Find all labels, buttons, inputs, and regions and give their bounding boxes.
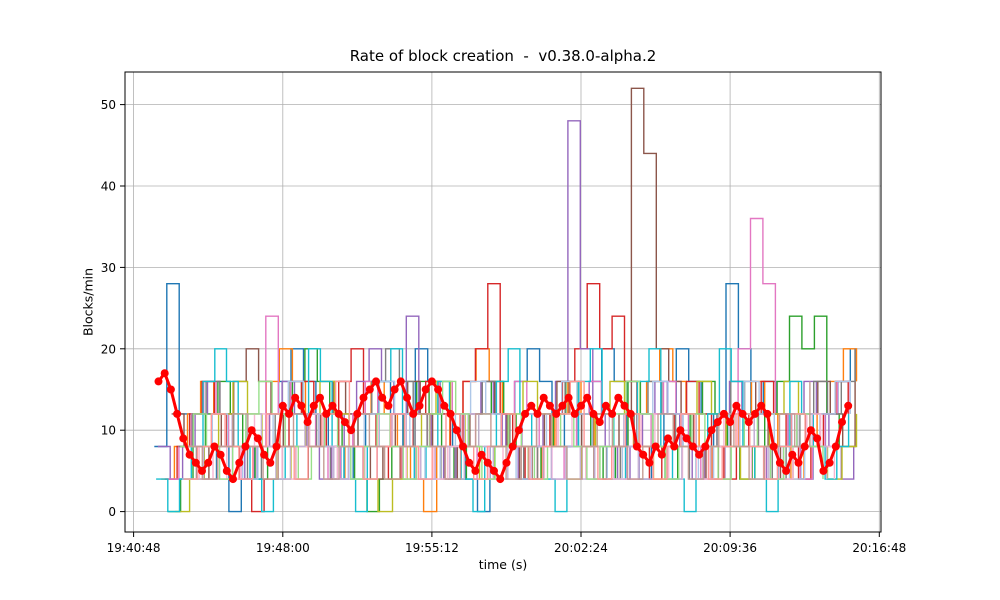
svg-text:19:55:12: 19:55:12 [405, 541, 459, 555]
svg-text:20:09:36: 20:09:36 [703, 541, 757, 555]
axis-ticks: 19:40:48 19:48:00 19:55:12 20:02:24 20:09:36… [101, 98, 907, 555]
svg-text:50: 50 [101, 98, 116, 112]
svg-text:20:02:24: 20:02:24 [554, 541, 608, 555]
y-axis-label: Blocks/min [80, 267, 96, 337]
svg-text:0: 0 [108, 505, 116, 519]
overlay-series [154, 369, 853, 484]
svg-text:20: 20 [101, 342, 116, 356]
svg-text:19:48:00: 19:48:00 [256, 541, 310, 555]
svg-text:30: 30 [101, 261, 116, 275]
series-lines [154, 87, 858, 513]
plot-border [124, 71, 882, 533]
svg-text:40: 40 [101, 180, 116, 194]
svg-text:19:40:48: 19:40:48 [107, 541, 161, 555]
chart-title: Rate of block creation - v0.38.0-alpha.2 [349, 47, 657, 65]
svg-text:10: 10 [101, 424, 116, 438]
svg-text:20:16:48: 20:16:48 [852, 541, 906, 555]
x-axis-label: time (s) [478, 557, 528, 572]
